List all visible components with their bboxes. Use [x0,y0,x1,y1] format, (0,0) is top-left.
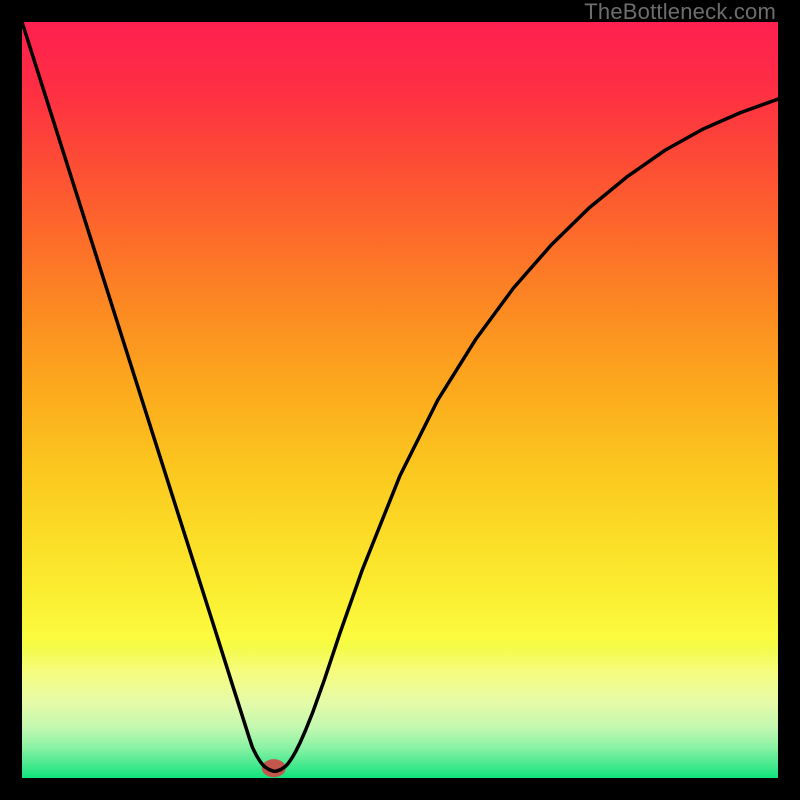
plot-area [22,22,778,778]
bottleneck-curve [22,22,778,778]
chart-card: TheBottleneck.com [0,0,800,800]
watermark-text: TheBottleneck.com [584,0,776,24]
curve-path [22,22,778,771]
